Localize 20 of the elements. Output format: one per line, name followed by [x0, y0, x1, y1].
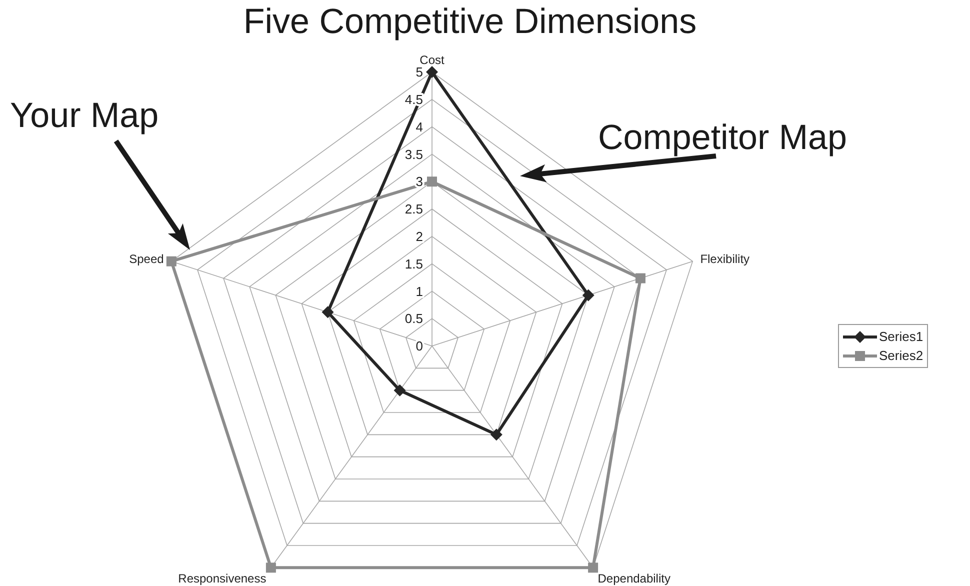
legend-label: Series1 [879, 329, 924, 344]
y-tick-label: 0.5 [404, 311, 423, 326]
spoke-label: Responsiveness [178, 572, 266, 586]
spoke-label: Speed [129, 252, 164, 266]
text: Your Map [10, 96, 159, 136]
y-tick-label: 2.5 [404, 202, 423, 217]
y-tick-label: 3.5 [404, 146, 423, 162]
spoke-label: Cost [420, 53, 445, 67]
y-tick-label: 5 [416, 64, 423, 80]
y-tick-label: 1 [416, 284, 423, 299]
y-tick-label: 2 [416, 228, 423, 244]
y-tick-label: 3 [416, 174, 423, 190]
y-tick-label: 0 [416, 338, 423, 354]
y-tick-label: 1.5 [404, 256, 423, 272]
chart-title: Five Competitive Dimensions [242, 2, 698, 42]
spoke-label: Dependability [598, 572, 670, 586]
legend-label: Series2 [879, 348, 924, 363]
text: Competitor Map [598, 118, 847, 158]
y-tick-label: 4 [416, 119, 423, 134]
spoke-label: Flexibility [700, 252, 750, 266]
